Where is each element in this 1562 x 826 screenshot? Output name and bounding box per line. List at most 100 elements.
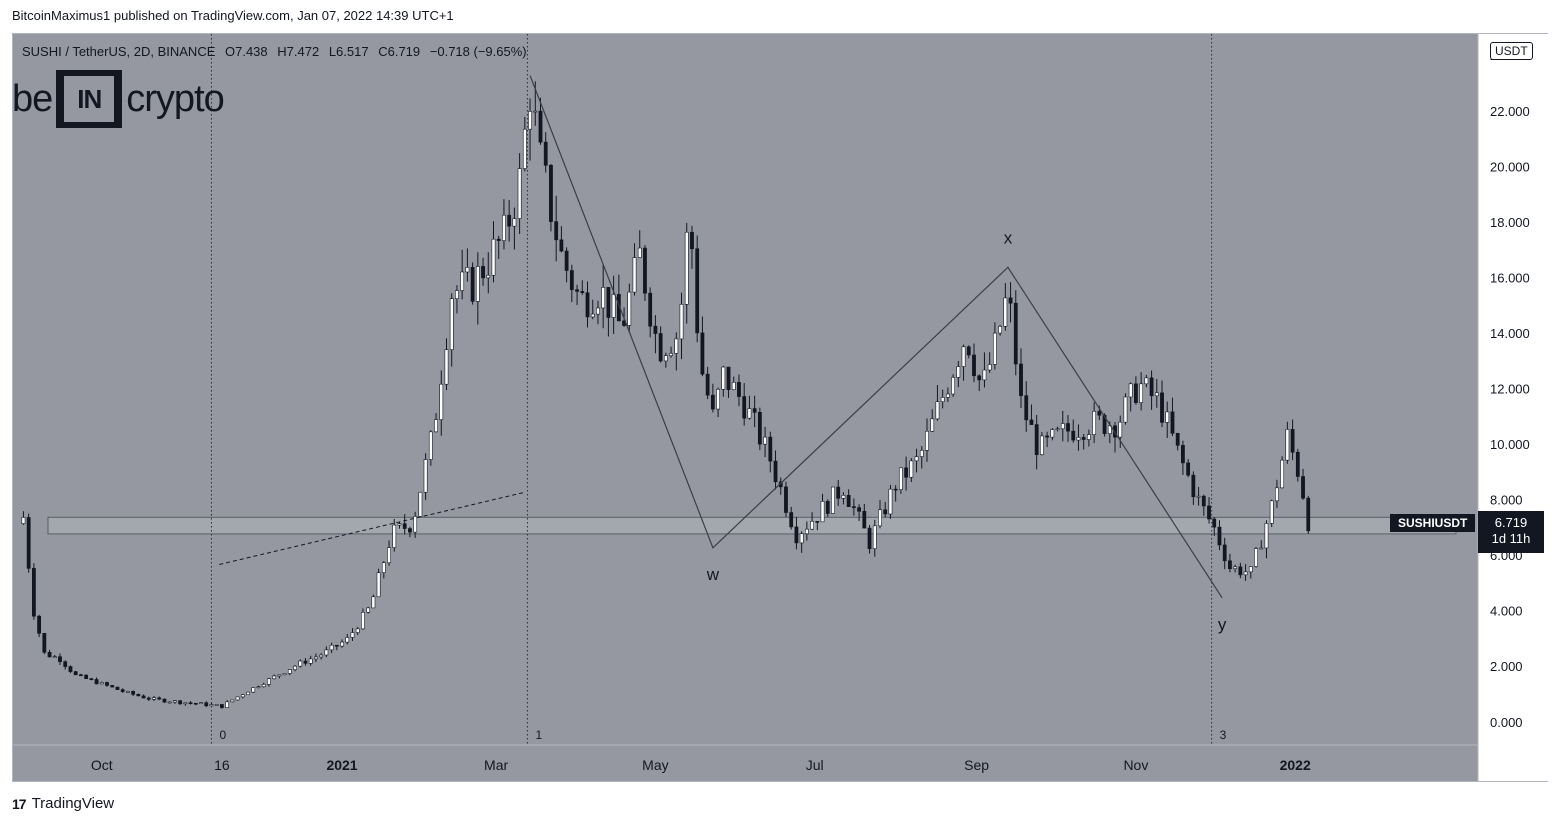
candle: [68, 665, 73, 674]
candle-body-up: [804, 528, 809, 535]
candle-body-up: [439, 383, 444, 420]
candle-body-down: [757, 412, 762, 445]
candle-body-down: [1191, 474, 1196, 498]
candle: [439, 370, 444, 436]
candle: [1024, 381, 1029, 432]
candle: [935, 384, 940, 421]
candle-body-up: [1243, 571, 1248, 576]
candle-body-down: [585, 292, 590, 318]
time-axis-tick-label: Sep: [964, 757, 989, 773]
candle-body-up: [1285, 429, 1290, 461]
candle: [204, 701, 209, 708]
candle: [256, 685, 261, 689]
candle-body-up: [167, 701, 172, 704]
candle: [799, 531, 804, 553]
tradingview-logo-icon: 17: [12, 795, 27, 812]
candle: [141, 694, 146, 699]
candle-body-up: [1269, 500, 1274, 524]
price-axis-background: [1478, 34, 1548, 781]
candle-body-up: [491, 238, 496, 276]
candle: [543, 132, 548, 173]
candle: [862, 504, 867, 529]
candle-body-down: [972, 354, 976, 377]
candle-body-up: [763, 436, 767, 445]
candle-body-up: [214, 704, 219, 706]
candle: [475, 252, 480, 325]
candle-body-down: [37, 615, 42, 634]
candle: [700, 316, 705, 377]
candle: [977, 374, 982, 392]
candle-body-down: [73, 671, 78, 676]
price-axis-tick-label: 14.000: [1490, 326, 1530, 341]
candle: [1118, 415, 1123, 448]
legend-close: C6.719: [378, 44, 421, 59]
candle: [1201, 494, 1206, 516]
candle-body-up: [935, 401, 940, 420]
candle: [449, 293, 454, 367]
candle: [893, 485, 898, 502]
candle: [742, 382, 747, 426]
candle: [731, 376, 736, 391]
candle-body-down: [470, 267, 475, 302]
candle: [1275, 479, 1279, 508]
candle-body-down: [84, 674, 89, 680]
candle-body-up: [240, 694, 245, 698]
candle-body-down: [220, 704, 224, 708]
plot-area-background: [13, 34, 1478, 745]
candle: [1170, 397, 1175, 437]
candle: [298, 659, 303, 668]
candle-body-down: [893, 488, 898, 491]
candle: [308, 655, 313, 666]
candle: [303, 658, 308, 666]
candle-body-up: [460, 271, 465, 291]
candle-body-up: [345, 637, 350, 643]
candle: [1196, 486, 1201, 506]
candle-body-down: [204, 702, 209, 707]
candle-body-down: [63, 661, 68, 667]
candle-body-up: [1139, 383, 1144, 403]
candle: [99, 681, 104, 685]
candle: [277, 674, 282, 679]
candle-body-down: [569, 270, 574, 290]
candle: [1076, 424, 1081, 451]
candle: [120, 688, 125, 693]
candle-body-down: [1019, 363, 1023, 396]
candle-body-up: [930, 418, 935, 432]
candle: [84, 674, 89, 680]
candle: [878, 499, 882, 529]
candle: [690, 225, 694, 269]
candle-body-up: [1154, 392, 1159, 397]
candle: [945, 387, 950, 403]
candlestick-chart[interactable]: 0 1 3wxy0.0002.0004.0006.0008.00010.00012.…: [13, 34, 1548, 781]
candle-body-up: [449, 298, 454, 350]
candle-body-down: [789, 512, 794, 528]
candle: [757, 407, 762, 451]
candle-body-up: [126, 691, 130, 693]
currency-unit-badge[interactable]: USDT: [1490, 42, 1533, 60]
candle: [784, 481, 788, 518]
candle-body-up: [940, 397, 945, 403]
candle: [930, 409, 935, 432]
candle-body-up: [350, 632, 355, 638]
candle-body-down: [408, 528, 412, 533]
candle-body-up: [663, 355, 668, 362]
candle: [747, 395, 752, 420]
price-axis-tick-label: 10.000: [1490, 437, 1530, 452]
candle: [857, 504, 861, 521]
wave-label-x: x: [1004, 228, 1013, 247]
candle: [1003, 283, 1008, 331]
candle-body-up: [293, 665, 297, 670]
candle: [246, 691, 250, 696]
candle: [340, 639, 344, 648]
time-axis-tick-label: 2022: [1280, 757, 1311, 773]
candle: [606, 287, 611, 337]
candle: [1123, 393, 1128, 425]
candle: [992, 322, 997, 370]
candle-body-up: [674, 338, 679, 354]
candle: [737, 374, 741, 407]
candle-body-down: [643, 247, 647, 294]
candle: [794, 516, 799, 550]
candle-body-down: [42, 632, 47, 653]
candle-body-up: [987, 364, 992, 371]
candle: [1290, 419, 1295, 461]
